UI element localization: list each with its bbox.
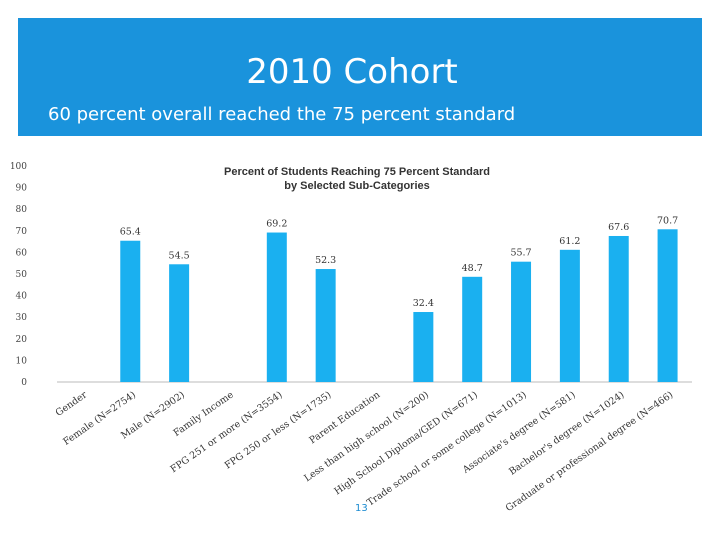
y-tick-label: 100	[10, 162, 27, 172]
chart-title-group: Percent of Students Reaching 75 Percent …	[224, 166, 490, 192]
bar	[266, 232, 287, 382]
bar	[608, 235, 629, 382]
data-label: 67.6	[608, 222, 629, 233]
bar	[559, 249, 580, 382]
bars	[120, 229, 678, 382]
y-axis: 0 10 20 30 40 50 60 70 80 90 100	[10, 162, 692, 388]
data-labels: 65.4 54.5 69.2 52.3 32.4 48.7 55.7 61.2 67.6 70.7	[120, 215, 678, 309]
slide-subtitle: 60 percent overall reached the 75 percen…	[48, 104, 516, 125]
data-label: 69.2	[266, 219, 287, 230]
bar	[169, 264, 190, 382]
data-label: 70.7	[657, 215, 678, 226]
y-tick-label: 10	[16, 356, 28, 366]
data-label: 55.7	[510, 248, 531, 259]
chart-title: Percent of Students Reaching 75 Percent …	[224, 166, 490, 178]
category-label: Gender	[54, 389, 90, 419]
data-label: 61.2	[559, 236, 580, 247]
slide-header	[18, 18, 702, 136]
y-tick-label: 40	[16, 292, 28, 302]
page-number: 13	[355, 503, 368, 514]
y-tick-label: 80	[16, 205, 28, 215]
y-tick-label: 60	[16, 248, 28, 258]
bar-chart: Percent of Students Reaching 75 Percent …	[10, 162, 692, 514]
bar	[511, 261, 532, 382]
y-tick-label: 50	[16, 270, 28, 280]
bar	[657, 229, 678, 382]
bar	[413, 312, 434, 382]
data-label: 32.4	[413, 298, 434, 309]
y-tick-label: 20	[16, 335, 28, 345]
data-label: 52.3	[315, 255, 336, 266]
y-tick-label: 90	[16, 184, 28, 194]
y-tick-label: 30	[16, 313, 28, 323]
chart-subtitle: by Selected Sub-Categories	[284, 180, 430, 192]
data-label: 48.7	[462, 263, 483, 274]
bar	[462, 276, 483, 382]
bar	[120, 240, 141, 382]
bar	[315, 269, 336, 382]
data-label: 54.5	[169, 250, 190, 261]
slide-title: 2010 Cohort	[246, 52, 458, 92]
y-tick-label: 0	[21, 378, 27, 388]
data-label: 65.4	[120, 227, 141, 238]
y-tick-label: 70	[16, 227, 28, 237]
